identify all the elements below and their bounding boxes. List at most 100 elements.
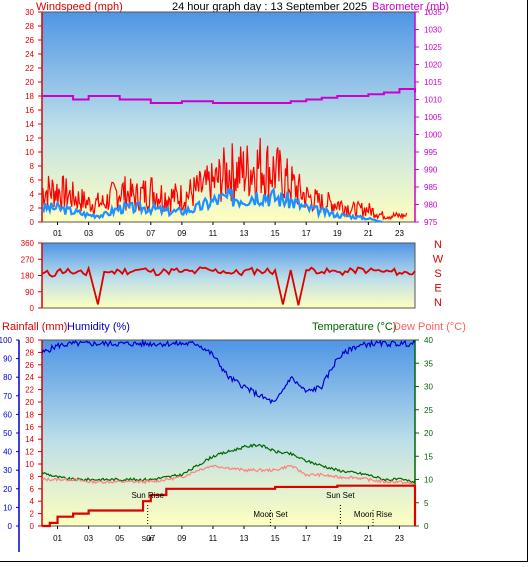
direction-tick-label: 0 [30, 304, 35, 313]
hour-tick-label: 21 [364, 229, 373, 238]
wind-tick-label: 30 [25, 8, 34, 17]
temperature-axis-title: Temperature (°C) [312, 321, 396, 333]
rainfall-series-line [42, 484, 417, 528]
temperature-tick-label: 20 [424, 429, 433, 438]
hour-tick-label: 11 [209, 229, 218, 238]
humidity-tick-label: 80 [3, 373, 12, 382]
temperature-series-line [41, 443, 416, 484]
baro-tick-label: 980 [424, 201, 438, 210]
hour-tick-label-lower: 23 [395, 534, 404, 543]
hour-tick-label-lower: 17 [302, 534, 311, 543]
rainfall-axis-title: Rainfall (mm) [2, 321, 67, 333]
hour-tick-label: 13 [240, 229, 249, 238]
baro-tick-label: 975 [424, 218, 438, 227]
compass-label: N [434, 239, 442, 251]
rainfall-tick-label: 14 [25, 435, 34, 444]
wind-tick-label: 14 [25, 120, 34, 129]
temperature-tick-label: 0 [424, 522, 429, 531]
axes-layer: 0246810121416182022242628309759809859909… [0, 8, 442, 552]
humidity-tick-label: 90 [3, 355, 12, 364]
direction-series-line [41, 265, 416, 306]
hour-tick-label: 17 [302, 229, 311, 238]
temperature-tick-label: 5 [424, 499, 429, 508]
event-label: Moon Set [253, 510, 288, 519]
humidity-tick-label: 0 [8, 522, 13, 531]
wind-tick-label: 16 [25, 106, 34, 115]
wind-tick-label: 22 [25, 64, 34, 73]
humidity-tick-label: 70 [3, 392, 12, 401]
humidity-axis-title: Humidity (%) [67, 321, 130, 333]
direction-tick-label: 360 [21, 239, 35, 248]
hour-tick-label-lower: 01 [53, 534, 62, 543]
humidity-tick-label: 40 [3, 448, 12, 457]
chart-title: 24 hour graph day : 13 September 2025 [172, 1, 367, 13]
compass-label: W [433, 254, 444, 266]
humidity-tick-label: 20 [3, 485, 12, 494]
hour-tick-label: 03 [84, 229, 93, 238]
event-label: Sun Rise [131, 491, 164, 500]
rainfall-tick-label: 0 [30, 522, 35, 531]
rainfall-tick-label: 20 [25, 398, 34, 407]
compass-label: N [434, 297, 442, 309]
rainfall-tick-label: 16 [25, 423, 34, 432]
wind-tick-label: 24 [25, 50, 34, 59]
humidity-tick-label: 50 [3, 429, 12, 438]
hour-tick-label-lower: 05 [115, 534, 124, 543]
humidity-tick-label: 100 [0, 336, 13, 345]
baro-tick-label: 1010 [424, 96, 442, 105]
hour-tick-label-lower: 11 [209, 534, 218, 543]
event-label: Moon Rise [354, 510, 393, 519]
wind-tick-label: 4 [30, 190, 35, 199]
temperature-tick-label: 25 [424, 406, 433, 415]
sunrise-time-label: Sun [141, 536, 154, 543]
hour-tick-label-lower: 21 [364, 534, 373, 543]
humidity-series-line [41, 338, 416, 405]
rainfall-tick-label: 8 [30, 472, 35, 481]
direction-tick-label: 180 [21, 272, 35, 281]
temperature-tick-label: 15 [424, 452, 433, 461]
wind-tick-label: 10 [25, 148, 34, 157]
direction-panel [41, 242, 416, 309]
wind-tick-label: 26 [25, 36, 34, 45]
direction-tick-label: 90 [25, 288, 34, 297]
hour-tick-label: 01 [53, 229, 62, 238]
direction-tick-label: 270 [21, 255, 35, 264]
rainfall-tick-label: 6 [30, 485, 35, 494]
rainfall-tick-label: 22 [25, 386, 34, 395]
baro-tick-label: 1000 [424, 131, 442, 140]
barometer-series-line [42, 88, 416, 104]
rainfall-tick-label: 12 [25, 448, 34, 457]
baro-tick-label: 1025 [424, 43, 442, 52]
wind-tick-label: 0 [30, 218, 35, 227]
baro-tick-label: 1005 [424, 113, 442, 122]
wind-tick-label: 12 [25, 134, 34, 143]
compass-label: E [434, 283, 441, 295]
temperature-tick-label: 10 [424, 476, 433, 485]
hour-tick-label: 09 [177, 229, 186, 238]
hour-tick-label: 15 [271, 229, 280, 238]
baro-tick-label: 1030 [424, 26, 442, 35]
rainfall-tick-label: 4 [30, 497, 35, 506]
series-layer [41, 88, 417, 528]
wind-tick-label: 18 [25, 92, 34, 101]
baro-tick-label: 990 [424, 166, 438, 175]
baro-tick-label: 985 [424, 183, 438, 192]
rainfall-tick-label: 2 [30, 510, 35, 519]
wind-tick-label: 2 [30, 204, 35, 213]
baro-tick-label: 1015 [424, 78, 442, 87]
dewpoint-series-line [41, 464, 416, 486]
wind-tick-label: 20 [25, 78, 34, 87]
wind-tick-label: 28 [25, 22, 34, 31]
hour-tick-label: 07 [146, 229, 155, 238]
event-label: Sun Set [326, 491, 355, 500]
hour-tick-label-lower: 03 [84, 534, 93, 543]
humidity-tick-label: 60 [3, 410, 12, 419]
hour-tick-label-lower: 19 [333, 534, 342, 543]
hour-tick-label: 23 [395, 229, 404, 238]
humidity-tick-label: 10 [3, 503, 12, 512]
wind-tick-label: 6 [30, 176, 35, 185]
hour-tick-label-lower: 09 [177, 534, 186, 543]
